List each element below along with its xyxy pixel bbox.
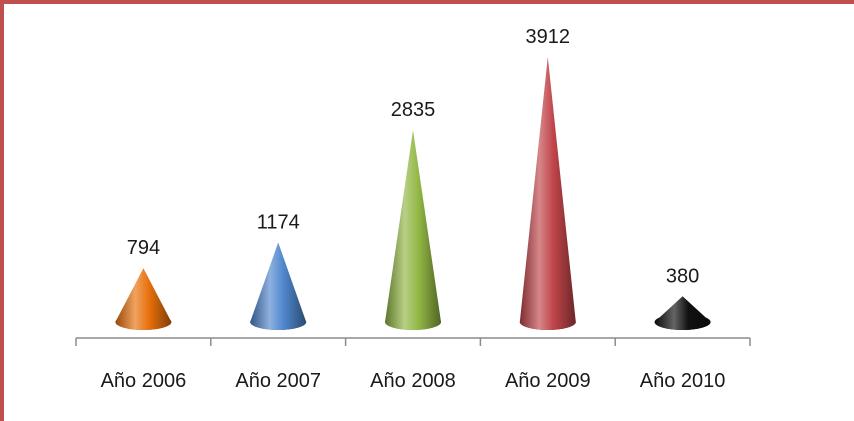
cone-año-2006 (115, 268, 172, 330)
frame-border-top (0, 0, 854, 4)
frame-border-left (0, 0, 4, 421)
x-tick-label: Año 2009 (505, 370, 591, 392)
cone-año-2009 (519, 57, 576, 330)
x-axis (75, 337, 751, 346)
cone-body (519, 57, 576, 330)
cone-año-2007 (250, 242, 307, 330)
data-label: 380 (666, 265, 699, 287)
data-label: 1174 (257, 211, 300, 233)
x-tick-label: Año 2010 (640, 370, 726, 392)
data-label: 794 (127, 237, 160, 259)
cone-año-2010 (654, 296, 711, 330)
data-label: 2835 (391, 99, 436, 121)
x-tick-label: Año 2008 (370, 370, 456, 392)
cone-body (250, 242, 307, 330)
cone-body (115, 268, 172, 330)
chart-marks (115, 57, 711, 330)
category-labels: Año 2006 Año 2007 Año 2008 Año 2009 Año 2010 (101, 370, 726, 392)
cone-body (654, 296, 711, 330)
value-labels: 794 1174 2835 3912 380 (127, 26, 700, 287)
x-tick-label: Año 2007 (235, 370, 321, 392)
cone-body (385, 129, 441, 330)
x-tick-label: Año 2006 (101, 370, 187, 392)
cone-año-2008 (385, 129, 441, 330)
data-label: 3912 (526, 26, 571, 48)
